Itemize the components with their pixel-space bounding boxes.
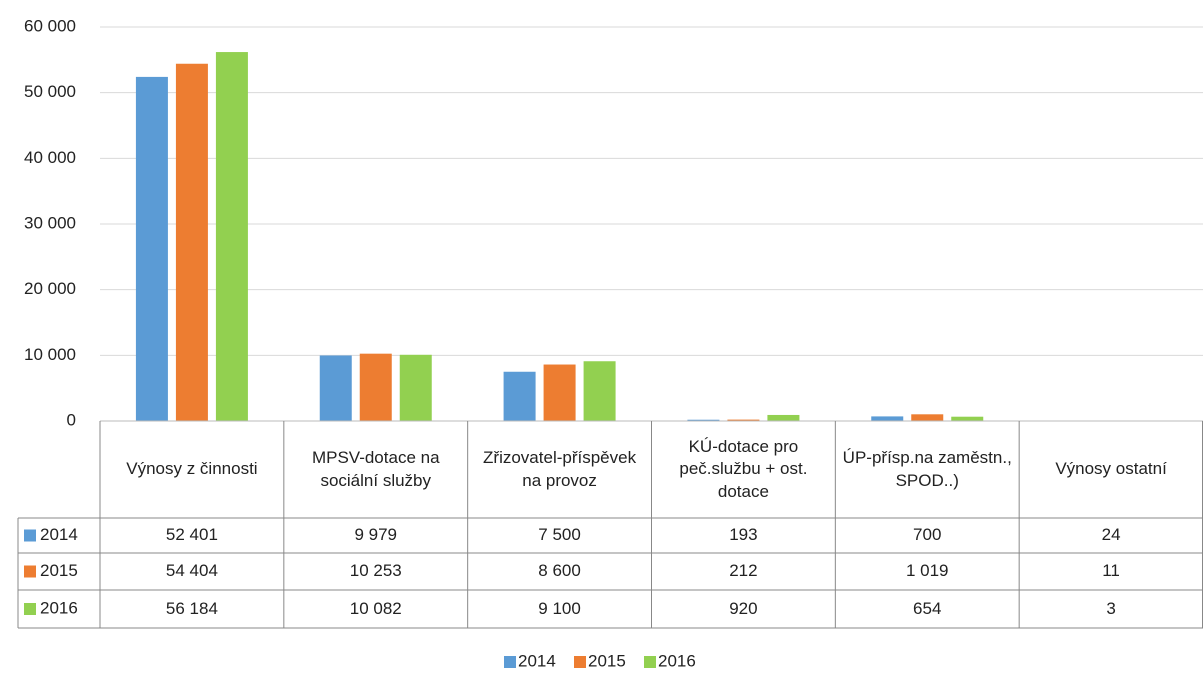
table-legend-key <box>24 603 36 615</box>
bar <box>175 63 208 421</box>
table-legend-key <box>24 529 36 542</box>
table-series-label: 2016 <box>40 598 78 617</box>
table-value: 9 979 <box>354 525 398 545</box>
legend-key <box>644 656 656 668</box>
table-value: 1 019 <box>905 561 949 581</box>
table-value: 193 <box>729 525 758 545</box>
category-label: KÚ-dotace pro peč.službu + ost. dotace <box>679 437 808 501</box>
table-value: 10 253 <box>349 561 402 581</box>
bar <box>215 52 248 421</box>
y-tick-label: 20 000 <box>24 279 76 298</box>
table-value: 700 <box>913 525 942 545</box>
table-value: 24 <box>1101 525 1121 545</box>
table-value: 56 184 <box>165 598 218 618</box>
y-tick-label: 10 000 <box>24 345 76 364</box>
legend-label: 2014 <box>518 651 556 670</box>
table-value: 11 <box>1102 561 1120 581</box>
legend-label: 2016 <box>658 651 696 670</box>
y-tick-label: 60 000 <box>24 16 76 35</box>
table-value: 3 <box>1106 598 1116 618</box>
legend-key <box>574 656 586 668</box>
table-value: 52 401 <box>165 525 218 545</box>
category-label: ÚP-přísp.na zaměstn., SPOD..) <box>842 448 1012 490</box>
table-value: 54 404 <box>165 561 218 581</box>
y-tick-label: 40 000 <box>24 148 76 167</box>
category-label: Výnosy z činnosti <box>126 459 258 479</box>
table-value: 10 082 <box>349 598 402 618</box>
bar <box>583 361 616 421</box>
bar <box>767 414 800 421</box>
table-value: 8 600 <box>538 561 581 581</box>
bar <box>911 414 944 421</box>
table-value: 7 500 <box>538 525 581 545</box>
legend-key <box>504 656 516 668</box>
bar <box>871 416 904 421</box>
category-label: Výnosy ostatní <box>1055 459 1167 479</box>
bar <box>951 416 984 421</box>
bar <box>687 419 720 421</box>
bar <box>727 419 760 421</box>
bar <box>319 355 352 421</box>
category-label: MPSV-dotace na sociální služby <box>311 448 440 490</box>
y-tick-label: 50 000 <box>24 82 76 101</box>
table-series-label: 2015 <box>40 561 78 580</box>
table-value: 212 <box>729 561 758 581</box>
y-tick-label: 0 <box>67 410 76 429</box>
table-value: 654 <box>913 598 942 618</box>
bar <box>359 353 392 421</box>
bar <box>135 76 168 422</box>
y-tick-label: 30 000 <box>24 213 76 232</box>
legend-label: 2015 <box>588 651 626 670</box>
table-value: 9 100 <box>538 598 581 618</box>
table-value: 920 <box>729 598 758 618</box>
bar <box>399 354 432 421</box>
bar <box>543 364 576 421</box>
table-legend-key <box>24 565 36 578</box>
table-series-label: 2014 <box>40 525 78 544</box>
bar <box>503 371 536 421</box>
category-label: Zřizovatel-příspěvek na provoz <box>483 448 637 490</box>
